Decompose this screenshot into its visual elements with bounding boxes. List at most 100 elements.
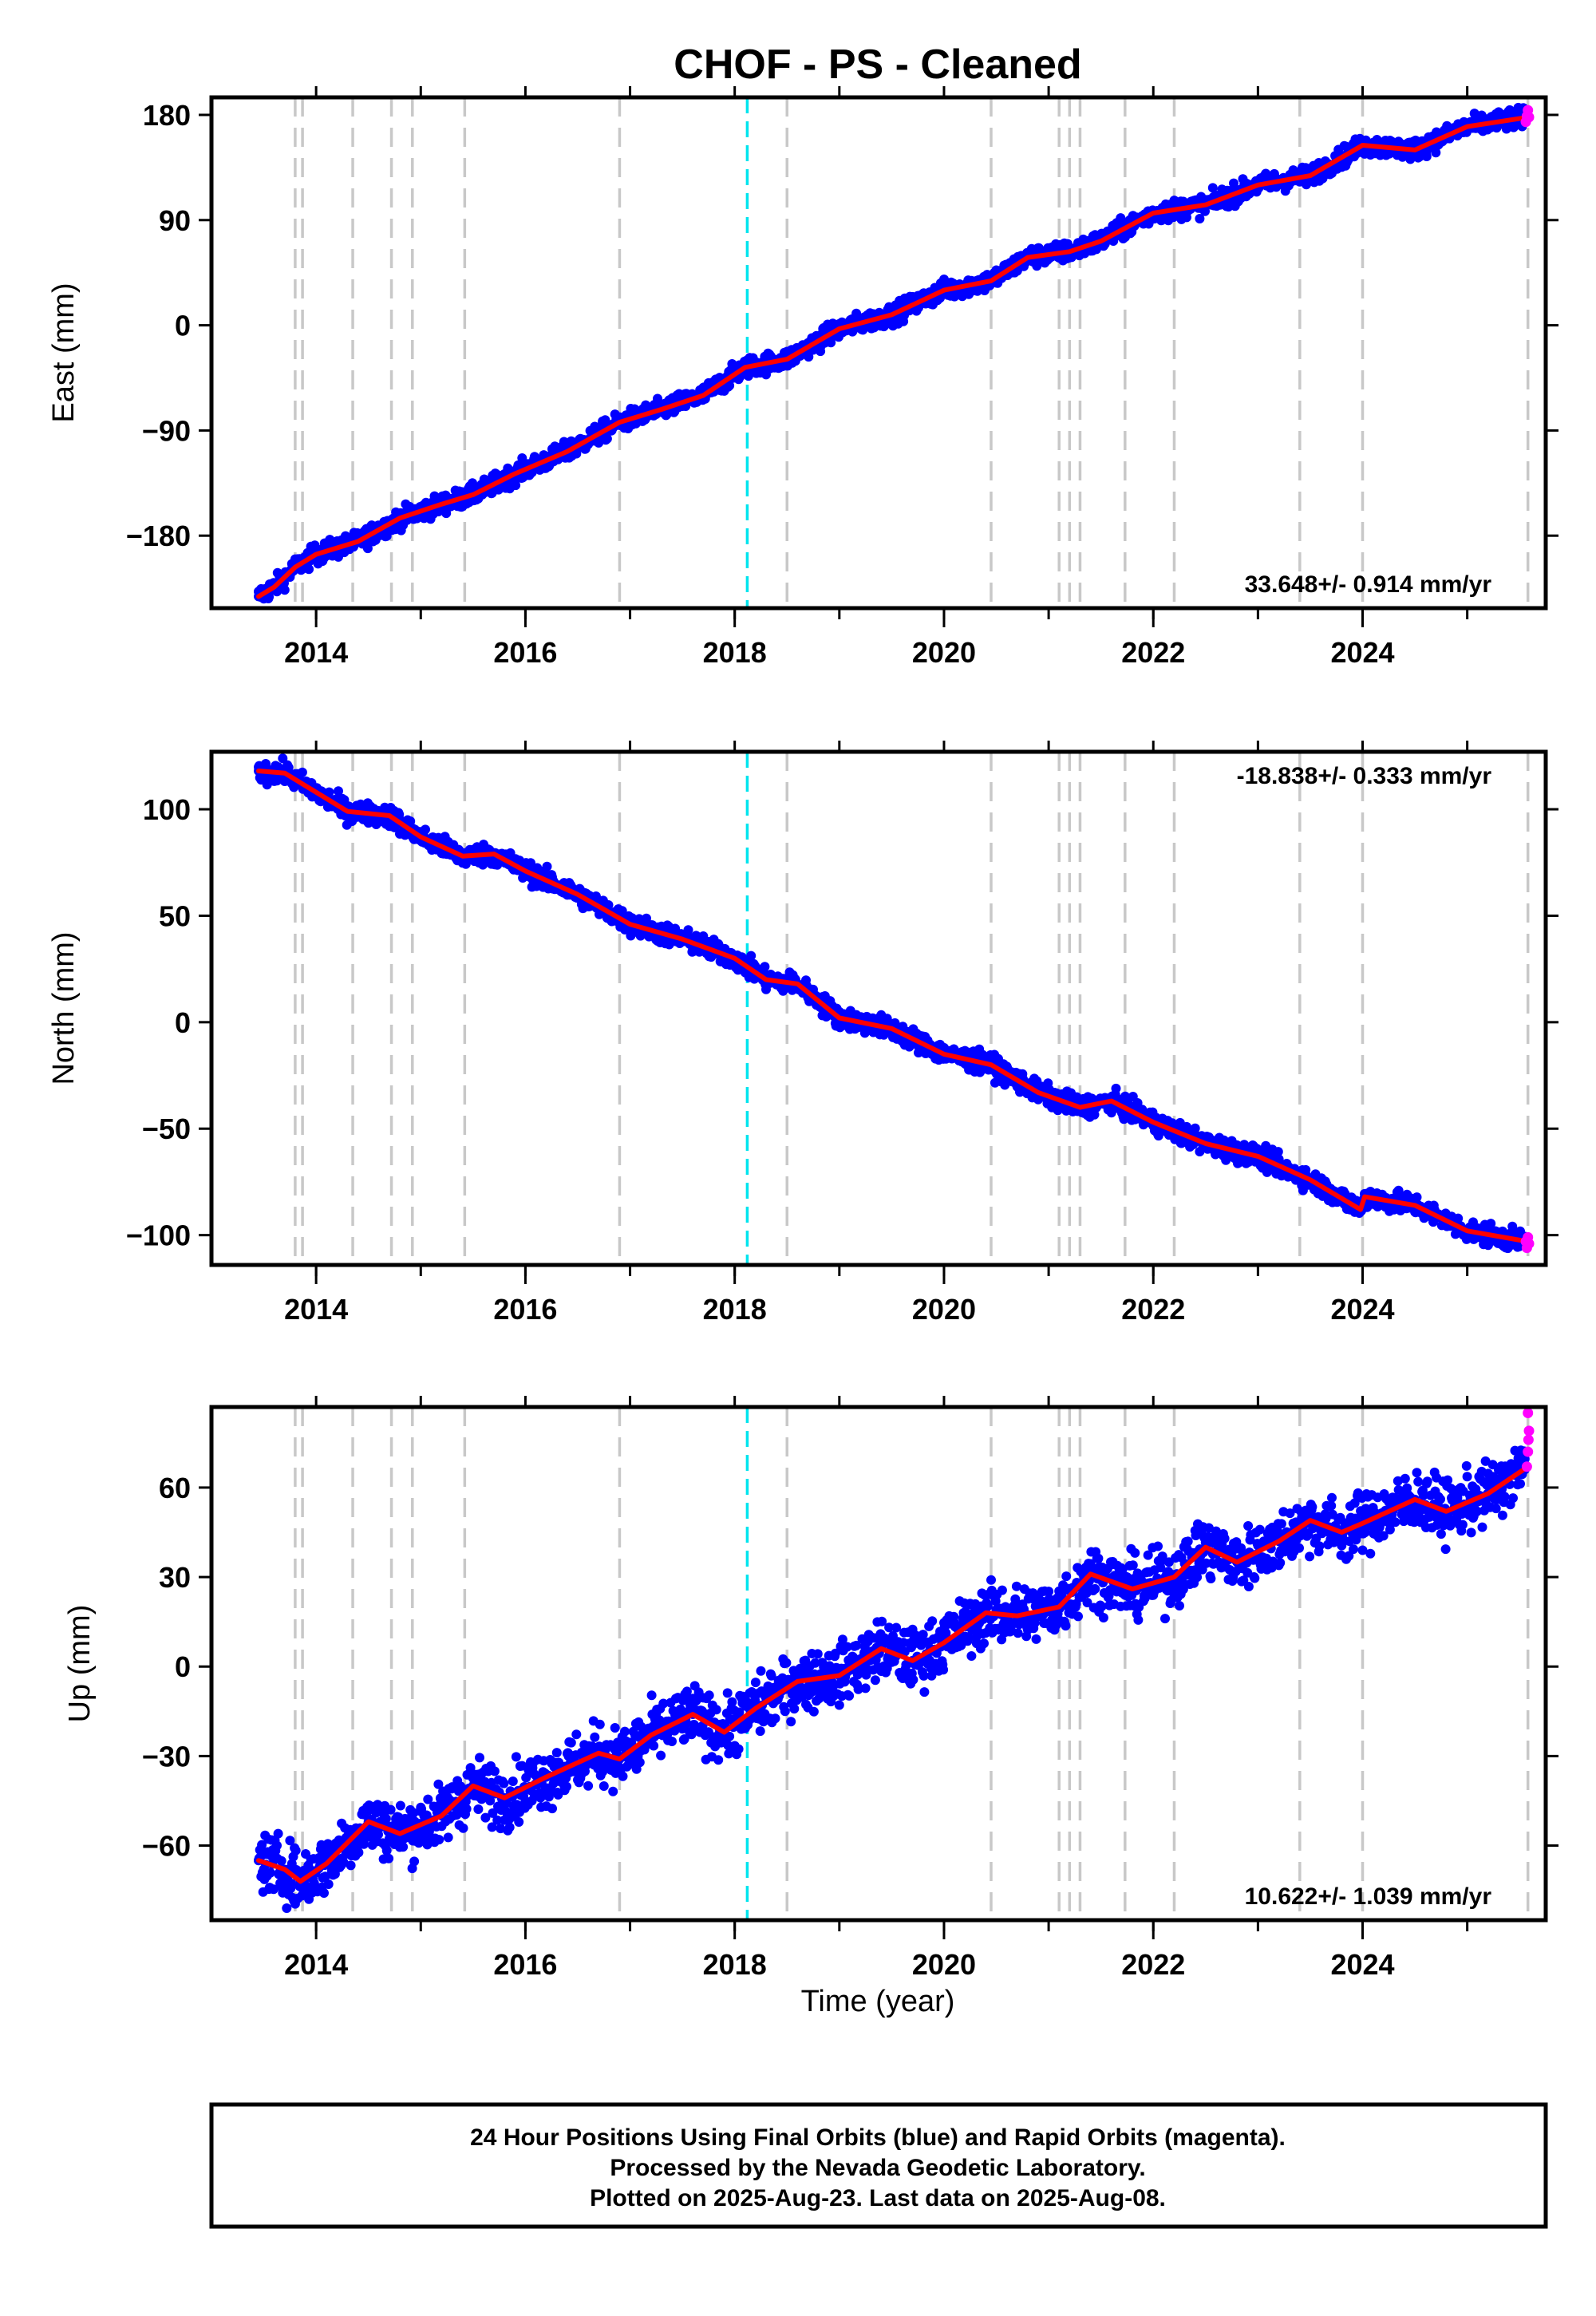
data-point (504, 1822, 515, 1832)
data-point (562, 1781, 571, 1792)
data-point (489, 1766, 500, 1777)
y-tick-label: 0 (175, 1006, 191, 1039)
data-point (346, 1860, 356, 1871)
data-point (385, 1804, 396, 1815)
north-panel: 2014 2016 2018 2020 2022 2024100500−50−100Nor… (47, 741, 1558, 1326)
data-point (511, 1752, 521, 1762)
data-point (461, 1804, 472, 1814)
data-point (542, 861, 552, 871)
data-point (602, 433, 612, 444)
final-orbit-points (254, 753, 1530, 1254)
data-point (499, 1778, 509, 1788)
data-point (434, 1835, 444, 1845)
data-point (319, 1888, 329, 1898)
fit-line (256, 114, 1531, 599)
y-tick-label: 90 (159, 204, 191, 237)
data-point (781, 1658, 792, 1668)
data-point (1195, 214, 1205, 223)
data-point (473, 1804, 484, 1814)
data-point (722, 1688, 733, 1698)
data-point (279, 585, 290, 595)
data-point (786, 1717, 796, 1727)
data-point (1116, 213, 1126, 223)
data-point (443, 1832, 453, 1843)
data-point (727, 359, 737, 369)
data-point (808, 1706, 819, 1717)
data-point (272, 1840, 282, 1851)
x-tick-label: 2016 (493, 636, 557, 669)
data-point (297, 767, 307, 777)
y-tick-label: −100 (126, 1219, 191, 1252)
rapid-orbit-point (1523, 112, 1535, 123)
x-tick-label: 2020 (912, 636, 976, 669)
data-point (780, 1706, 790, 1717)
data-point (812, 1649, 823, 1659)
data-point (273, 1828, 283, 1839)
data-point (1302, 180, 1311, 190)
data-point (583, 1780, 594, 1791)
final-orbit-points (254, 1445, 1530, 1913)
data-point (590, 1732, 600, 1742)
y-tick-label: −90 (142, 414, 191, 447)
data-point (508, 1777, 518, 1786)
data-point (727, 1697, 737, 1707)
data-point (276, 1856, 286, 1866)
x-tick-label: 2014 (284, 1293, 348, 1326)
data-point (746, 951, 757, 961)
data-point (1207, 183, 1218, 193)
y-tick-label: −50 (142, 1113, 191, 1145)
x-axis: 2014 2016 2018 2020 2022 2024 (284, 86, 1469, 669)
data-point (608, 1786, 618, 1796)
y-tick-label: 0 (175, 310, 191, 342)
data-point (618, 1771, 628, 1781)
data-point (511, 480, 521, 491)
data-point (667, 1737, 677, 1746)
y-axis-label: North (mm) (47, 931, 81, 1085)
data-point (514, 1817, 524, 1827)
rapid-orbit-point (1523, 1238, 1535, 1249)
data-point (323, 1879, 334, 1889)
data-point (1229, 178, 1238, 188)
x-tick-label: 2016 (493, 1293, 557, 1326)
data-point (304, 564, 314, 575)
data-point (1421, 152, 1432, 161)
x-tick-label: 2020 (912, 1293, 976, 1326)
data-point (475, 1753, 484, 1763)
data-point (1431, 148, 1441, 158)
data-point (750, 1678, 760, 1688)
data-point (704, 1690, 714, 1701)
data-point (756, 1666, 766, 1676)
data-point (409, 1856, 420, 1867)
data-point (547, 1804, 557, 1814)
data-point (711, 1705, 721, 1715)
x-tick-label: 2024 (1330, 1293, 1394, 1326)
data-point (398, 1842, 409, 1852)
x-tick-label: 2024 (1330, 636, 1394, 669)
y-axis-label: East (mm) (47, 283, 81, 422)
x-tick-label: 2022 (1121, 1293, 1185, 1326)
data-point (265, 1867, 275, 1878)
data-point (634, 1757, 645, 1768)
data-point (649, 1741, 659, 1751)
x-tick-label: 2014 (284, 636, 348, 669)
data-point (290, 1845, 301, 1856)
data-point (755, 1726, 765, 1737)
rapid-orbit-points (1520, 105, 1535, 128)
data-point (595, 1719, 605, 1729)
data-point (770, 1713, 780, 1724)
data-point (395, 1800, 405, 1811)
data-point (713, 1755, 724, 1765)
plot-frame (209, 95, 1548, 611)
y-tick-label: 100 (143, 793, 191, 826)
y-tick-label: 180 (143, 99, 191, 132)
data-point (458, 1823, 468, 1833)
data-point (789, 1704, 800, 1714)
data-point (566, 1737, 576, 1748)
figure-title: CHOF - PS - Cleaned (674, 41, 1081, 88)
data-point (620, 1726, 630, 1737)
final-orbit-points (254, 102, 1530, 604)
east-panel: 2014 2016 2018 2020 2022 2024180900−90−180Eas… (47, 86, 1558, 669)
